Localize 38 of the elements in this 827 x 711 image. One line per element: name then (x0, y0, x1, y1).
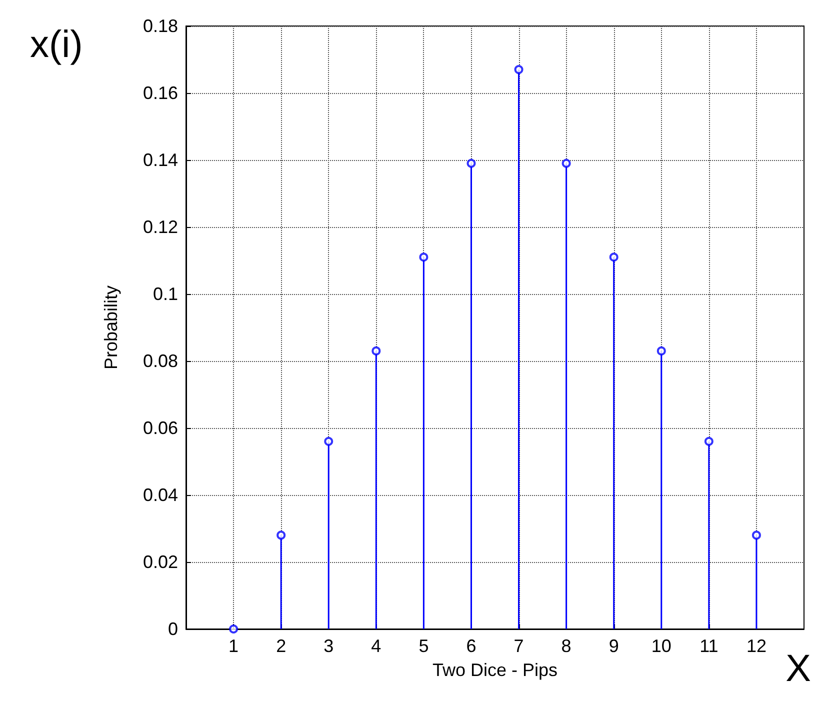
x-tick-label: 4 (371, 636, 382, 656)
point (752, 530, 761, 540)
y-tick-label: 0.08 (142, 351, 178, 371)
x-tick-label: 8 (561, 636, 572, 656)
text: X (786, 648, 812, 690)
point (466, 158, 476, 168)
x-tick-label: 2 (276, 636, 286, 656)
point (562, 158, 571, 168)
point (419, 252, 428, 262)
x-tick-label: 11 (700, 636, 718, 656)
x-tick-label: 1 (228, 636, 239, 656)
y-axis-title: Probability (101, 285, 121, 370)
x-tick-label: 7 (514, 636, 524, 656)
y-tick-label: 0 (168, 619, 178, 639)
x-tick-label: 6 (466, 636, 476, 656)
x-tick-label: 12 (746, 636, 766, 656)
point (609, 252, 618, 262)
x-tick-label: 5 (418, 636, 429, 656)
y-tick-label: 0.12 (142, 217, 178, 237)
y-tick-label: 0.14 (142, 150, 178, 170)
text: x(i) (30, 24, 83, 66)
y-tick-label: 0.16 (142, 83, 178, 103)
point (324, 436, 334, 446)
y-tick-label: 0.04 (142, 485, 178, 505)
point (514, 65, 524, 74)
point (372, 346, 381, 356)
point (656, 346, 666, 356)
x-tick-label: 3 (324, 636, 334, 656)
point (704, 436, 714, 446)
y-tick-label: 0.02 (142, 552, 178, 572)
y-tick-label: 0.06 (142, 418, 178, 438)
point (276, 530, 286, 540)
y-tick-label: 0.18 (142, 16, 178, 36)
point (229, 624, 238, 634)
x-axis-title: Two Dice - Pips (432, 660, 558, 680)
y-tick-label: 0.1 (152, 284, 178, 304)
x-tick-label: 9 (608, 636, 619, 656)
x-tick-label: 10 (651, 636, 672, 656)
